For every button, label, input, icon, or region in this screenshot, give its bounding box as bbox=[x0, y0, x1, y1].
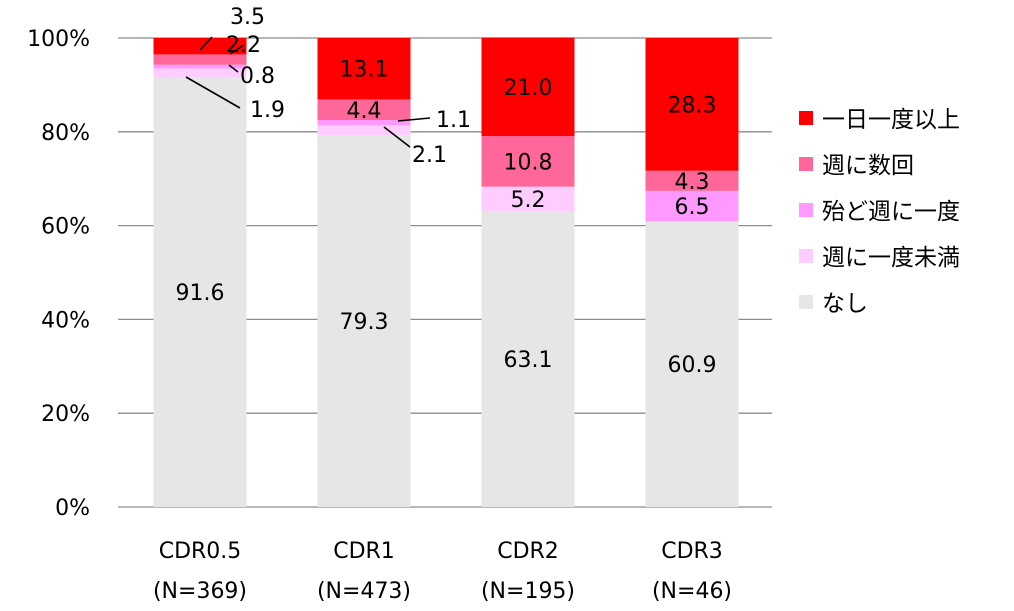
data-label: 5.2 bbox=[511, 188, 546, 213]
leader-line bbox=[229, 44, 245, 55]
bar-segment bbox=[481, 186, 575, 212]
x-category-n-label: (N=473) bbox=[317, 579, 411, 604]
y-tick-label: 80% bbox=[41, 121, 90, 146]
x-category-n-label: (N=195) bbox=[481, 579, 575, 604]
data-label: 63.1 bbox=[504, 348, 553, 373]
bar-segment bbox=[645, 190, 739, 222]
data-label: 13.1 bbox=[340, 58, 389, 83]
bar-segment bbox=[153, 38, 247, 55]
legend-label: 週に一度未満 bbox=[822, 245, 960, 271]
legend-label: 週に数回 bbox=[822, 153, 914, 179]
data-label: 2.1 bbox=[412, 143, 447, 168]
bar-segment bbox=[153, 68, 247, 78]
bar-segment bbox=[481, 136, 575, 187]
data-label: 3.5 bbox=[230, 5, 265, 30]
y-tick-label: 20% bbox=[41, 402, 90, 427]
data-label: 10.8 bbox=[504, 150, 553, 175]
legend-label: 殆ど週に一度 bbox=[822, 199, 960, 225]
bar-segment bbox=[153, 64, 247, 69]
bar-segment bbox=[645, 170, 739, 191]
leader-line bbox=[228, 64, 239, 73]
bar-segment bbox=[153, 77, 247, 508]
data-label: 28.3 bbox=[668, 93, 717, 118]
legend-swatch bbox=[799, 249, 813, 263]
x-category-label: CDR2 bbox=[497, 539, 559, 564]
legend-label: 一日一度以上 bbox=[822, 107, 960, 133]
bar-segment bbox=[481, 37, 575, 137]
bar-segment bbox=[317, 125, 411, 136]
legend-swatch bbox=[799, 157, 813, 171]
data-label: 6.5 bbox=[675, 195, 710, 220]
data-label: 60.9 bbox=[668, 353, 717, 378]
y-axis: 0% 20% 40% 60% 80% 100% bbox=[27, 27, 90, 521]
legend-label: なし bbox=[822, 291, 868, 317]
data-label: 91.6 bbox=[176, 281, 225, 306]
leader-line bbox=[185, 76, 241, 109]
y-tick-label: 40% bbox=[41, 308, 90, 333]
legend-swatch bbox=[799, 295, 813, 309]
data-label: 4.4 bbox=[347, 99, 382, 124]
y-tick-label: 60% bbox=[41, 215, 90, 240]
data-label: 2.2 bbox=[226, 33, 261, 58]
data-label: 0.8 bbox=[240, 64, 275, 89]
bar-segment bbox=[317, 38, 411, 100]
legend-swatch bbox=[799, 203, 813, 217]
x-category-label: CDR1 bbox=[333, 539, 395, 564]
bar-segment bbox=[317, 120, 411, 126]
data-label: 1.1 bbox=[436, 108, 471, 133]
bar-segment bbox=[153, 54, 247, 65]
bar-segment bbox=[481, 211, 575, 507]
bar-segment bbox=[317, 135, 411, 507]
x-axis: CDR0.5 (N=369) CDR1 (N=473) CDR2 (N=195) CDR3 (… bbox=[153, 539, 732, 604]
y-tick-label: 100% bbox=[27, 27, 90, 52]
y-tick-label: 0% bbox=[55, 496, 90, 521]
leader-line bbox=[383, 126, 411, 148]
bar-segment bbox=[645, 38, 739, 171]
leader-line bbox=[199, 36, 213, 51]
bars bbox=[153, 37, 739, 508]
x-category-n-label: (N=46) bbox=[652, 579, 732, 604]
data-label: 21.0 bbox=[504, 76, 553, 101]
bar-segment bbox=[317, 99, 411, 121]
x-category-label: CDR0.5 bbox=[159, 539, 242, 564]
legend-swatch bbox=[799, 111, 813, 125]
data-label: 4.3 bbox=[675, 170, 710, 195]
data-label: 79.3 bbox=[340, 310, 389, 335]
x-category-n-label: (N=369) bbox=[153, 579, 247, 604]
bar-segment bbox=[645, 221, 739, 507]
data-label: 1.9 bbox=[250, 98, 285, 123]
leader-line bbox=[397, 117, 431, 122]
x-category-label: CDR3 bbox=[661, 539, 723, 564]
bar-data-labels: 91.6 79.3 4.4 13.1 63.1 5.2 10.8 21.0 60.9 6.54.3… bbox=[176, 5, 717, 378]
